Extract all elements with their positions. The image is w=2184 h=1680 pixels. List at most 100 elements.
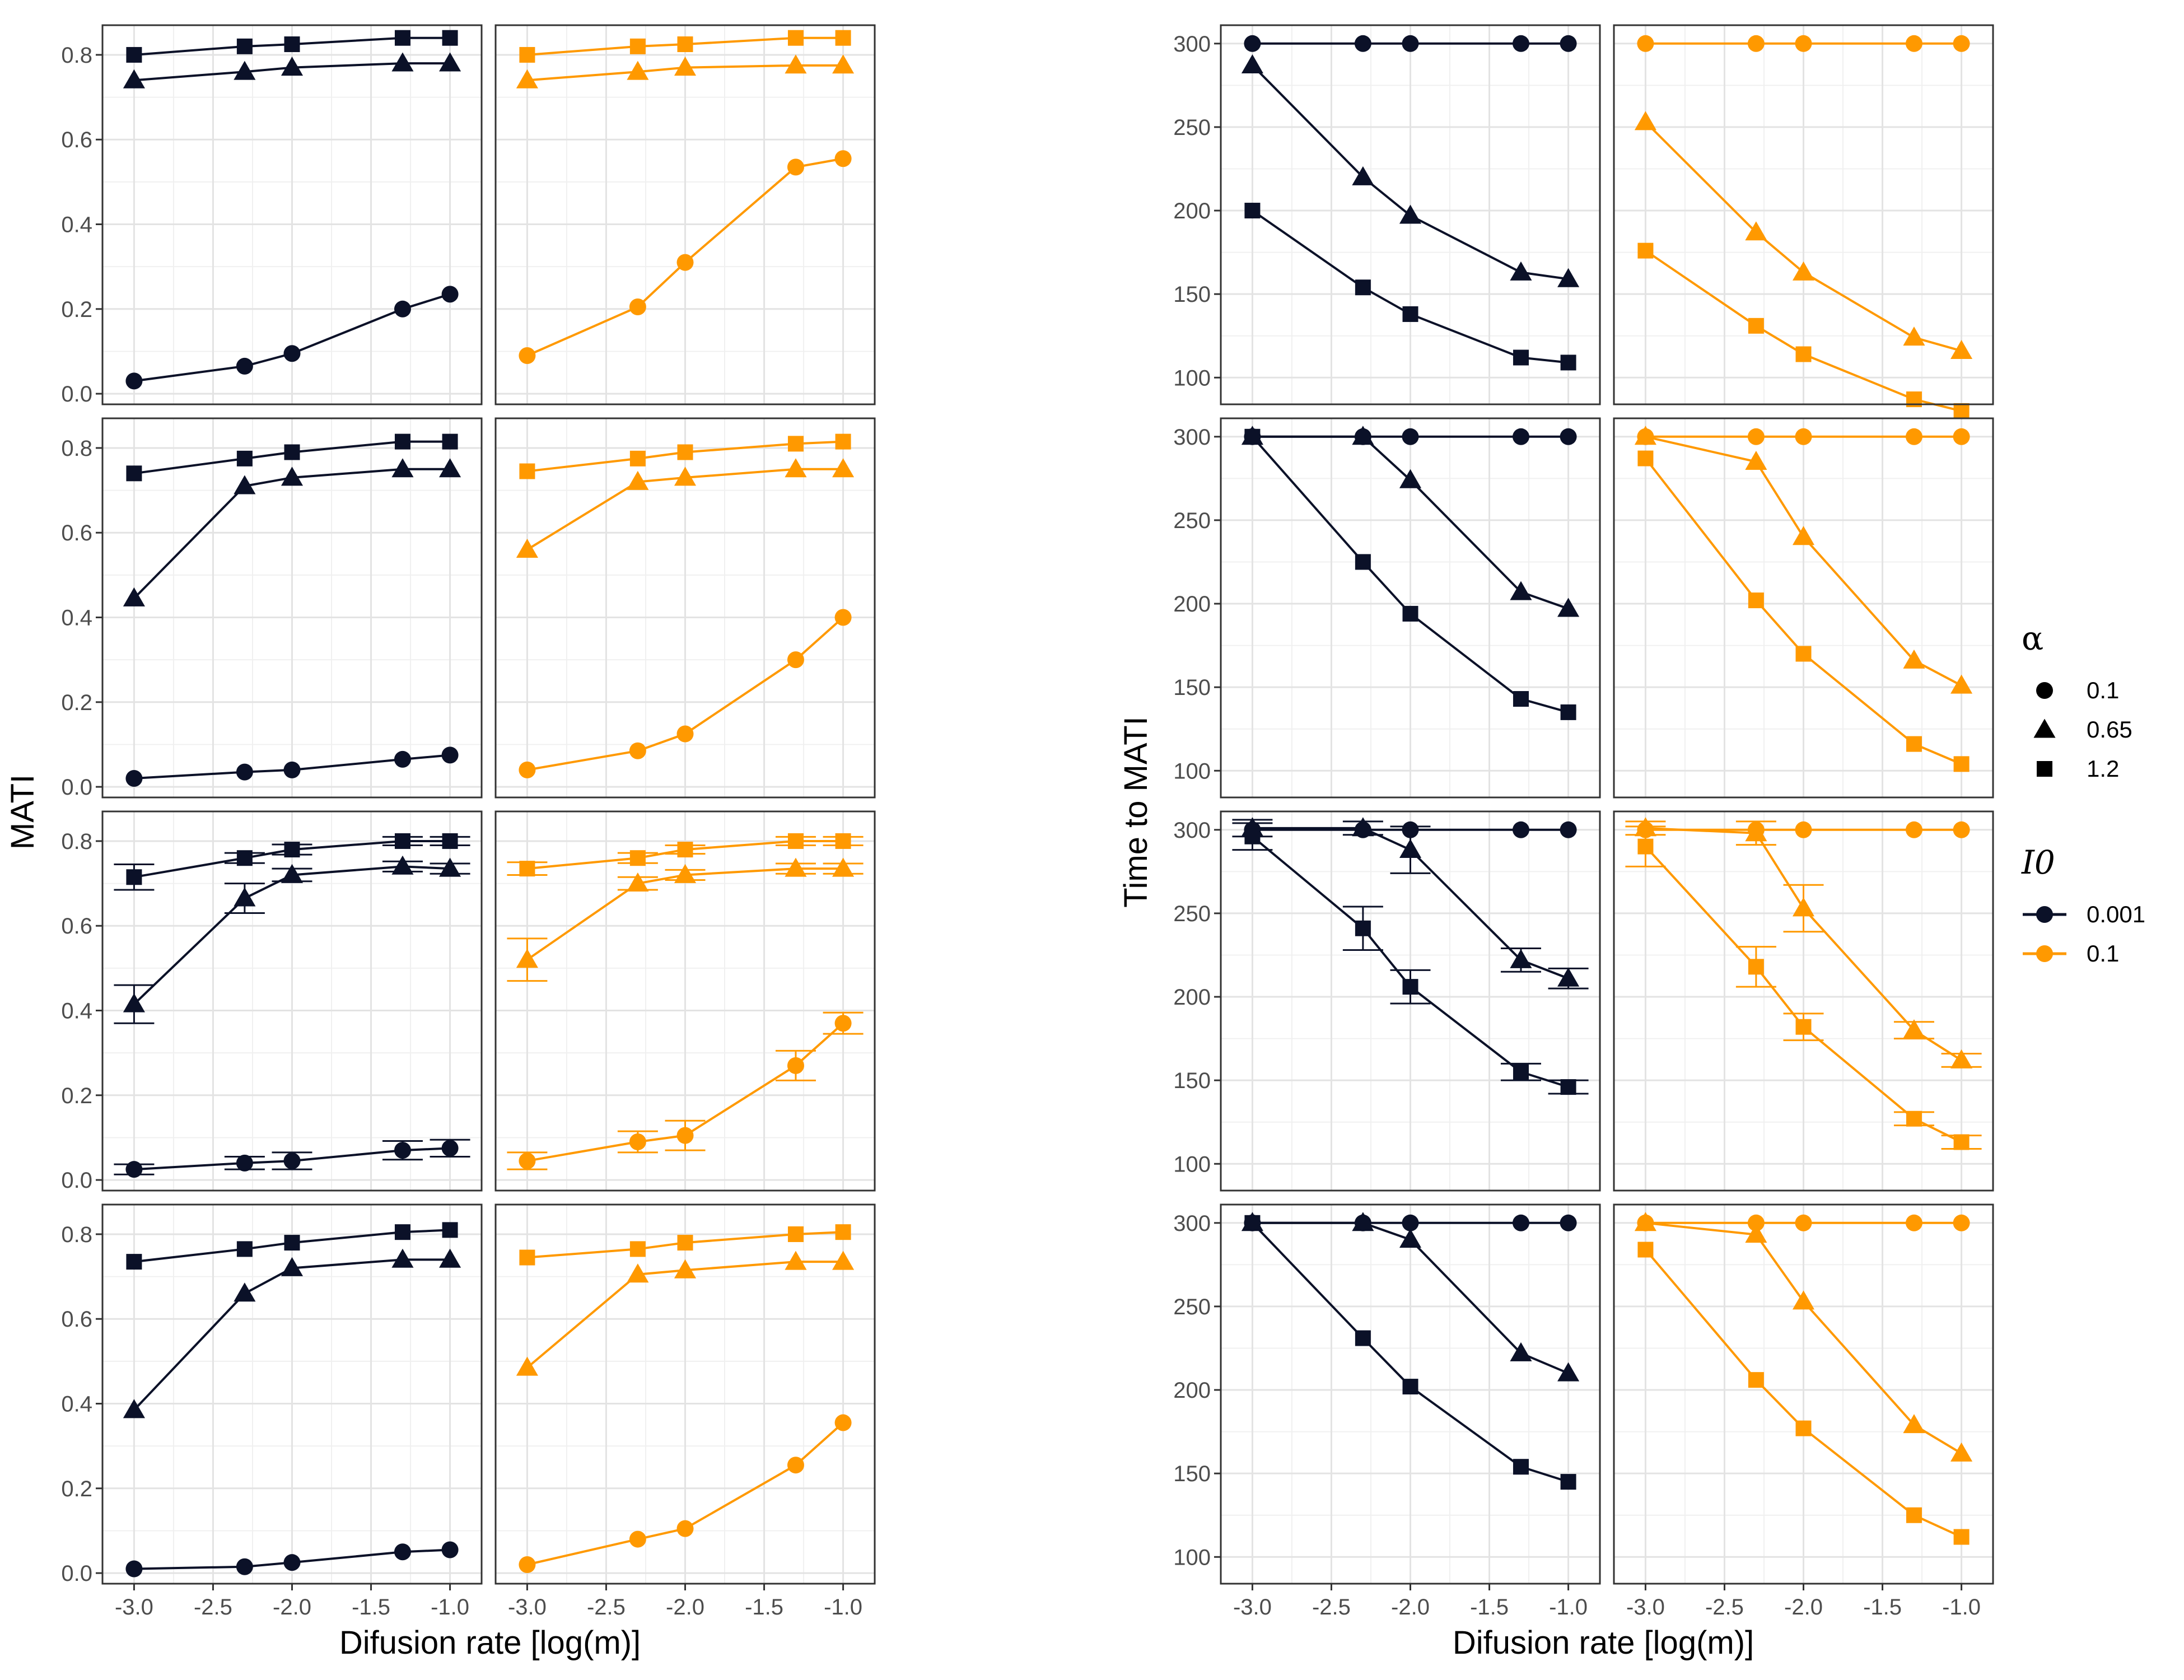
right-panel-r2-c2 [1613,417,1994,799]
left-panel-r2-c1-ytick-label: 0.2 [61,690,92,715]
left-panel-r2-c1-point-alpha-0.1 [441,746,459,764]
left-panel-r4-c1-point-alpha-0.65 [281,1257,304,1276]
legend-shape-title: α [2022,619,2043,657]
left-panel-r4-c2-point-alpha-0.1 [834,1414,852,1431]
legend-color-label-1: 0.1 [2087,940,2119,967]
left-panel-r4-c1-point-alpha-0.1 [394,1543,411,1561]
left-panel-r3-c1-ytick-label: 0.4 [61,999,92,1024]
left-panel-r2-c2-point-alpha-0.65 [785,458,807,478]
right-panel-r4-c1-point-alpha-0.65 [1510,1342,1532,1361]
right-panel-r1-c1-point-alpha-1.2 [1560,354,1576,371]
right-panel-r2-c2-border [1613,417,1994,799]
left-panel-r2-c2-border [494,417,876,799]
left-panel-r1-c1-ytick-label: 0.6 [61,128,92,152]
left-panel-r1-c1-point-alpha-0.1 [236,357,253,375]
right-panel-r2-c2-point-alpha-0.65 [1903,649,1925,669]
left-panel-r1-c1-point-alpha-0.65 [234,60,256,80]
right-panel-r1-c1-point-alpha-0.65 [1241,54,1263,74]
right-panel-r1-c2-point-alpha-0.1 [1747,35,1765,52]
right-panel-r3-c2-point-alpha-0.1 [1953,821,1970,838]
left-panel-r1-c1-point-alpha-0.65 [123,69,145,88]
right-panel-r1-c1-border [1220,24,1601,405]
left-panel-r1-c1-point-alpha-1.2 [442,30,458,46]
left-panel-r4-c1-xtick-label: -2.5 [194,1595,232,1620]
legend-color-title: I0 [2021,843,2055,881]
right-panel-r4-c1-point-alpha-1.2 [1513,1459,1529,1475]
left-panel-r3-c1-ytick-label: 0.8 [61,829,92,854]
left-panel-r3-c2-point-alpha-0.65 [516,949,538,968]
legend-color-key-0.1 [2023,945,2066,962]
left-panel-r3-c2-point-alpha-1.2 [835,833,851,849]
left-panel-r3-c1-point-alpha-0.65 [439,857,461,877]
right-panel-r2-c2-point-alpha-1.2 [1906,736,1922,752]
right-panel-r2-c2-point-alpha-1.2 [1637,450,1654,466]
left-panel-r4-c1-point-alpha-1.2 [236,1241,253,1257]
right-panel-r1-c2-point-alpha-0.1 [1637,35,1654,52]
right-panel-r2-c1-point-alpha-0.1 [1560,428,1577,445]
left-panel-r2-c2-point-alpha-1.2 [835,433,851,450]
right-panel-r3-c1-point-alpha-0.1 [1560,821,1577,838]
left-panel-r3-c1-point-alpha-0.1 [394,1142,411,1159]
left-panel-r1-c2 [494,24,876,405]
left-panel-r2-c2-point-alpha-0.1 [676,725,694,743]
right-panel-r2-c1: 100 150 200 250 300 [1173,417,1601,799]
right-panel-r3-c2-point-alpha-0.1 [1905,821,1922,838]
right-panel-r2-c1-ytick-label: 300 [1173,425,1211,450]
left-panel-r2-c1-ytick-label: 0.8 [61,436,92,461]
right-panel-r1-c1-point-alpha-0.65 [1510,261,1532,281]
left-panel-r2-c2-point-alpha-0.1 [834,609,852,626]
right-panel-r1-c2-point-alpha-1.2 [1637,242,1654,259]
right-panel-r1-c2-border [1613,24,1994,405]
left-panel-r4-c2-point-alpha-0.65 [674,1259,697,1278]
right-panel-r1-c1-point-alpha-0.1 [1354,35,1371,52]
left-panel-r4-c2-xtick-label: -1.5 [745,1595,783,1620]
left-panel-r2-c2-point-alpha-0.65 [627,470,649,490]
left-panel-r4-c1-point-alpha-0.1 [125,1560,143,1578]
right-panel-r2-c2-point-alpha-1.2 [1795,646,1812,662]
right-panel-r4-c1-xtick-label: -1.0 [1549,1595,1588,1620]
legend-color-label-0: 0.001 [2087,901,2145,927]
legend-shape-key-0.1 [2036,682,2053,699]
left-panel-r3-c1-point-alpha-1.2 [126,869,142,885]
right-panel-r4-c1-point-alpha-1.2 [1244,1215,1261,1231]
right-panel-r3-c1-ytick-label: 150 [1173,1068,1211,1093]
right-panel-r2-c1-point-alpha-0.65 [1510,581,1532,600]
left-panel-r2-c1-ytick-label: 0.0 [61,775,92,800]
left-panel-r3-c2-point-alpha-0.1 [519,1152,536,1170]
left-panel-r1-c1-point-alpha-1.2 [394,30,410,46]
right-panel-r3-c2-point-alpha-1.2 [1906,1110,1922,1127]
right-panel-r3-c2 [1613,810,1994,1192]
left-panel-r4-c2-xtick-label: -2.5 [587,1595,626,1620]
right-panel-r4-c2-point-alpha-0.1 [1953,1214,1970,1231]
left-panel-r1-c2-point-alpha-0.65 [627,60,649,80]
right-panel-r3-c1-point-alpha-1.2 [1560,1079,1576,1095]
left-panel-r3-c2-point-alpha-0.65 [785,857,807,877]
right-panel-r4-c1-ytick-label: 200 [1173,1378,1211,1403]
right-panel-r2-c2-point-alpha-1.2 [1953,756,1970,772]
left-panel-r1-c1-point-alpha-0.1 [125,372,143,390]
left-panel-r2-c1-point-alpha-1.2 [394,433,410,450]
right-panel-r2-c1-ytick-label: 100 [1173,759,1211,783]
left-panel-r3-c1-point-alpha-0.1 [125,1161,143,1178]
right-panel-r4-c2-point-alpha-0.65 [1634,1212,1656,1231]
left-panel-r4-c1-ytick-label: 0.0 [61,1561,92,1586]
right-panel-r4-c1-xtick-label: -2.5 [1312,1595,1351,1620]
right-panel-r2-c1-ytick-label: 200 [1173,592,1211,617]
right-panel-r1-c2-point-alpha-0.65 [1745,221,1767,241]
y-axis-title-right: Time to MATI [1118,716,1154,908]
left-panel-r2-c1-point-alpha-1.2 [236,450,253,466]
right-panel-r3-c1-point-alpha-0.65 [1399,839,1422,858]
right-panel-r4-c1-point-alpha-0.1 [1560,1214,1577,1231]
right-panel-r2-c2-point-alpha-0.65 [1792,526,1815,545]
right-panel-r4-c1-ytick-label: 100 [1173,1545,1211,1570]
right-panel-r3-c1-border [1220,810,1601,1192]
left-panel-r1-c1-ytick-label: 0.0 [61,382,92,407]
left-panel-r1-c1-ytick-label: 0.2 [61,297,92,322]
right-panel-r3-c2-point-alpha-0.65 [1950,1049,1973,1068]
left-panel-r4-c2: -3.0 -2.5 -2.0 -1.5 -1.0 [494,1203,876,1620]
left-panel-r4-c1-point-alpha-1.2 [394,1224,410,1240]
left-panel-r2-c1-ytick-label: 0.4 [61,606,92,631]
right-panel-r1-c2-point-alpha-0.65 [1792,261,1815,281]
right-panel-r3-c1-ytick-label: 200 [1173,985,1211,1010]
left-panel-r4-c2-point-alpha-1.2 [787,1226,804,1242]
